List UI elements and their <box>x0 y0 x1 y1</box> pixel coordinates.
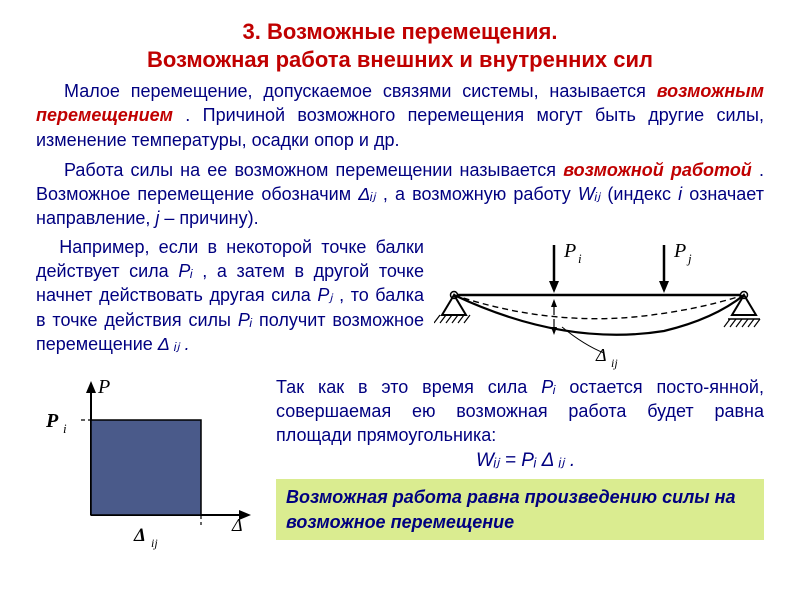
svg-text:P: P <box>97 376 110 398</box>
term-possible-work: возможной работой <box>563 160 752 180</box>
svg-text:ij: ij <box>151 536 158 550</box>
paragraph-3: Например, если в некоторой точке балки д… <box>36 235 434 356</box>
svg-text:i: i <box>63 421 67 436</box>
text: Работа силы на ее возможном перемещении … <box>64 160 563 180</box>
beam-diagram: P i P j Δ ij <box>434 235 764 375</box>
svg-text:P: P <box>563 240 576 262</box>
pi-symbol: Pᵢ <box>541 377 555 397</box>
highlight-box: Возможная работа равна произведению силы… <box>276 479 764 540</box>
svg-text:Δ: Δ <box>133 525 146 546</box>
page-title: 3. Возможные перемещения. Возможная рабо… <box>0 0 800 73</box>
svg-text:Δ: Δ <box>231 515 243 535</box>
svg-text:ij: ij <box>611 356 618 370</box>
rect-chart: P P i Δ Δ ij <box>36 375 276 550</box>
row-beam: Например, если в некоторой точке балки д… <box>0 231 800 375</box>
pi-symbol: Pᵢ <box>178 261 192 281</box>
text: Малое перемещение, допускаемое связями с… <box>64 81 657 101</box>
pi-symbol: Pᵢ <box>238 310 252 330</box>
text: , а возможную работу <box>383 184 578 204</box>
title-line2: Возможная работа внешних и внутренних си… <box>147 47 653 72</box>
paragraph-4-block: Так как в это время сила Pᵢ остается пос… <box>276 375 764 540</box>
title-line1: 3. Возможные перемещения. <box>242 19 557 44</box>
index-i: i <box>678 184 682 204</box>
highlight-text: Возможная работа равна произведению силы… <box>286 487 736 531</box>
index-j: j <box>155 208 159 228</box>
svg-text:Δ: Δ <box>595 345 607 365</box>
text: Так как в это время сила <box>276 377 541 397</box>
text: – причину). <box>164 208 258 228</box>
paragraph-4: Так как в это время сила Pᵢ остается пос… <box>276 375 764 448</box>
paragraph-1: Малое перемещение, допускаемое связями с… <box>0 73 800 152</box>
delta-ij: Δ ᵢⱼ . <box>158 334 190 354</box>
w-ij: Wᵢⱼ <box>578 184 600 204</box>
delta-ij: Δᵢⱼ <box>358 184 375 204</box>
formula-text: Wᵢⱼ = Pᵢ Δ ᵢⱼ . <box>476 450 575 471</box>
svg-text:P: P <box>673 240 686 262</box>
row-rect: P P i Δ Δ ij Так как в это время сила Pᵢ… <box>0 375 800 550</box>
pj-symbol: Pⱼ <box>317 285 332 305</box>
formula: Wᵢⱼ = Pᵢ Δ ᵢⱼ . <box>276 448 764 474</box>
svg-text:i: i <box>578 251 582 266</box>
paragraph-2: Работа силы на ее возможном перемещении … <box>0 152 800 231</box>
svg-text:P: P <box>45 410 59 432</box>
svg-text:j: j <box>686 251 692 266</box>
text: (индекс <box>607 184 678 204</box>
